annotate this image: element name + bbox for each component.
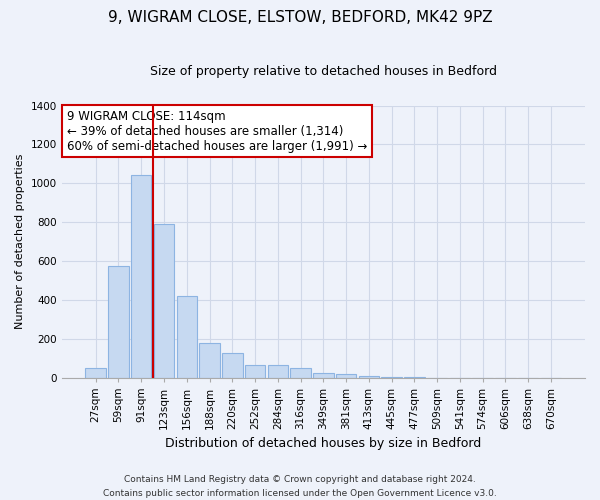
Bar <box>313 372 334 378</box>
X-axis label: Distribution of detached houses by size in Bedford: Distribution of detached houses by size … <box>165 437 481 450</box>
Bar <box>290 368 311 378</box>
Text: 9, WIGRAM CLOSE, ELSTOW, BEDFORD, MK42 9PZ: 9, WIGRAM CLOSE, ELSTOW, BEDFORD, MK42 9… <box>107 10 493 25</box>
Bar <box>85 368 106 378</box>
Bar <box>131 176 151 378</box>
Bar <box>222 353 242 378</box>
Title: Size of property relative to detached houses in Bedford: Size of property relative to detached ho… <box>150 65 497 78</box>
Text: 9 WIGRAM CLOSE: 114sqm
← 39% of detached houses are smaller (1,314)
60% of semi-: 9 WIGRAM CLOSE: 114sqm ← 39% of detached… <box>67 110 367 152</box>
Bar <box>154 224 174 378</box>
Bar <box>176 296 197 378</box>
Text: Contains HM Land Registry data © Crown copyright and database right 2024.
Contai: Contains HM Land Registry data © Crown c… <box>103 476 497 498</box>
Bar <box>268 366 288 378</box>
Bar <box>382 376 402 378</box>
Bar <box>336 374 356 378</box>
Bar <box>245 366 265 378</box>
Bar <box>108 266 129 378</box>
Bar <box>359 376 379 378</box>
Bar <box>199 342 220 378</box>
Y-axis label: Number of detached properties: Number of detached properties <box>15 154 25 329</box>
